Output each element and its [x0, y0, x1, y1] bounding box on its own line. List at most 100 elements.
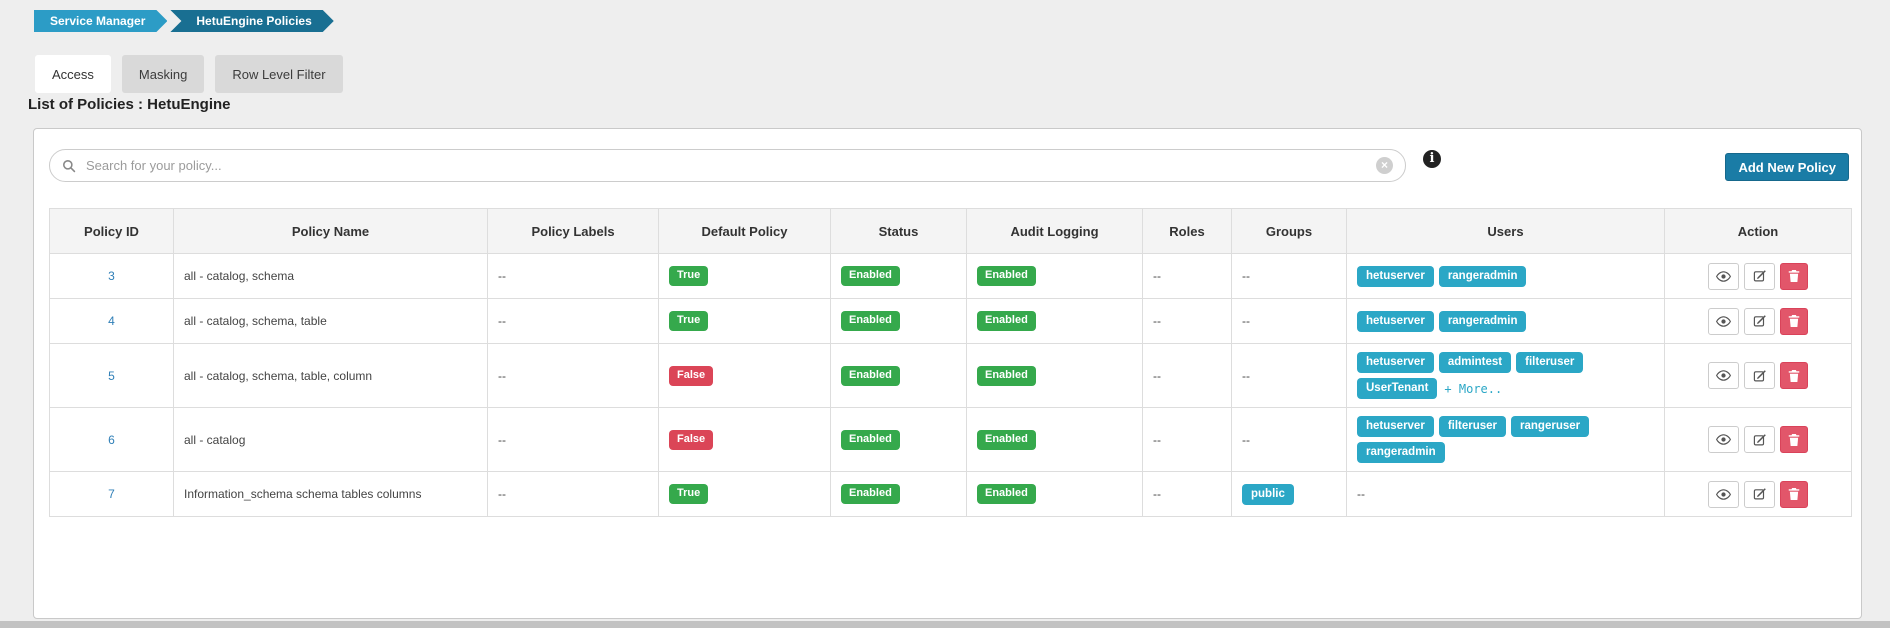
policy-name-cell: all - catalog, schema, table: [173, 298, 488, 344]
edit-button[interactable]: [1744, 480, 1775, 508]
policy-name-cell: all - catalog, schema, table, column: [173, 343, 488, 408]
policy-id-cell: 7: [49, 471, 174, 517]
edit-button[interactable]: [1744, 426, 1775, 453]
policy-id-link[interactable]: 4: [108, 314, 115, 328]
audit-logging-badge: Enabled: [977, 484, 1036, 504]
user-badges: hetuserver filteruser rangeruser rangeradmi…: [1357, 416, 1654, 463]
status-badge: Enabled: [841, 266, 900, 286]
action-buttons: [1675, 426, 1841, 453]
status-badge: Enabled: [841, 365, 900, 386]
policy-labels-cell: --: [487, 407, 659, 472]
column-header-default-policy: Default Policy: [658, 208, 831, 254]
default-policy-badge: False: [669, 429, 714, 450]
edit-button[interactable]: [1744, 262, 1775, 290]
add-new-policy-button[interactable]: Add New Policy: [1725, 153, 1849, 181]
policy-id-cell: 5: [49, 343, 174, 408]
users-cell: hetuserver rangeradmin: [1346, 298, 1665, 344]
delete-button[interactable]: [1780, 362, 1808, 389]
tab-row-level-filter[interactable]: Row Level Filter: [215, 55, 343, 93]
tab-bar: Access Masking Row Level Filter: [35, 55, 343, 93]
column-header-policy-id: Policy ID: [49, 208, 174, 254]
action-buttons: [1675, 262, 1841, 290]
user-badges: hetuserver rangeradmin: [1357, 310, 1654, 332]
policy-id-cell: 3: [49, 253, 174, 299]
roles-cell: --: [1142, 343, 1232, 408]
eye-icon: [1716, 270, 1731, 282]
edit-icon: [1753, 433, 1766, 445]
action-cell: [1664, 471, 1852, 517]
delete-button[interactable]: [1780, 480, 1808, 508]
action-buttons: [1675, 362, 1841, 389]
column-header-roles: Roles: [1142, 208, 1232, 254]
breadcrumb-service-manager[interactable]: Service Manager: [34, 10, 167, 32]
footer-strip: [0, 621, 1890, 628]
status-cell: Enabled: [830, 471, 967, 517]
table-row: 5 all - catalog, schema, table, column -- F…: [49, 343, 1852, 408]
tab-masking[interactable]: Masking: [121, 55, 205, 93]
page-title: List of Policies : HetuEngine: [28, 96, 231, 113]
search-box: [49, 149, 1406, 182]
view-button[interactable]: [1708, 262, 1739, 290]
groups-cell: --: [1231, 407, 1347, 472]
policy-labels-cell: --: [487, 298, 659, 344]
policy-id-link[interactable]: 3: [108, 269, 115, 283]
user-badges: hetuserver rangeradmin: [1357, 265, 1654, 287]
groups-cell: --: [1231, 253, 1347, 299]
roles-cell: --: [1142, 471, 1232, 517]
delete-button[interactable]: [1780, 262, 1808, 290]
info-icon[interactable]: [1423, 150, 1441, 168]
breadcrumb-hetuengine-policies[interactable]: HetuEngine Policies: [170, 10, 333, 32]
group-badges: public: [1242, 483, 1336, 505]
users-cell: hetuserver admintest filteruser UserTenant +…: [1346, 343, 1665, 408]
default-policy-badge: True: [669, 266, 709, 286]
default-policy-badge: True: [669, 484, 709, 504]
delete-button[interactable]: [1780, 426, 1808, 453]
default-policy-badge: False: [669, 365, 714, 386]
tab-access[interactable]: Access: [35, 55, 111, 93]
audit-logging-cell: Enabled: [966, 343, 1143, 408]
action-cell: [1664, 407, 1852, 472]
trash-icon: [1788, 488, 1800, 500]
view-button[interactable]: [1708, 426, 1739, 453]
status-badge: Enabled: [841, 429, 900, 450]
policy-id-link[interactable]: 5: [108, 368, 115, 383]
clear-search-icon[interactable]: [1376, 157, 1393, 174]
users-more-link[interactable]: + More..: [1444, 381, 1503, 396]
policy-id-cell: 4: [49, 298, 174, 344]
roles-cell: --: [1142, 253, 1232, 299]
column-header-users: Users: [1346, 208, 1665, 254]
delete-button[interactable]: [1780, 307, 1808, 335]
policy-id-link[interactable]: 6: [108, 432, 115, 447]
view-button[interactable]: [1708, 480, 1739, 508]
status-cell: Enabled: [830, 407, 967, 472]
audit-logging-badge: Enabled: [977, 311, 1036, 331]
audit-logging-badge: Enabled: [977, 266, 1036, 286]
default-policy-badge: True: [669, 311, 709, 331]
users-cell: --: [1346, 471, 1665, 517]
user-badge: filteruser: [1516, 352, 1584, 373]
eye-icon: [1716, 315, 1731, 327]
eye-icon: [1716, 488, 1731, 500]
search-input[interactable]: [84, 157, 1376, 174]
edit-icon: [1753, 270, 1766, 282]
trash-icon: [1788, 433, 1800, 446]
column-header-action: Action: [1664, 208, 1852, 254]
user-badges: hetuserver admintest filteruser UserTenant +…: [1357, 352, 1654, 399]
default-policy-cell: True: [658, 471, 831, 517]
audit-logging-badge: Enabled: [977, 429, 1036, 450]
default-policy-cell: False: [658, 343, 831, 408]
view-button[interactable]: [1708, 307, 1739, 335]
audit-logging-badge: Enabled: [977, 365, 1036, 386]
policy-id-cell: 6: [49, 407, 174, 472]
column-header-status: Status: [830, 208, 967, 254]
roles-cell: --: [1142, 407, 1232, 472]
view-button[interactable]: [1708, 362, 1739, 389]
user-badge: rangeradmin: [1438, 265, 1527, 287]
user-badge: UserTenant: [1357, 378, 1438, 399]
table-row: 6 all - catalog -- False Enabled Enabled -- -- h…: [49, 407, 1852, 472]
policy-id-link[interactable]: 7: [108, 487, 115, 501]
edit-button[interactable]: [1744, 307, 1775, 335]
edit-button[interactable]: [1744, 362, 1775, 389]
user-badge: hetuserver: [1357, 310, 1434, 332]
